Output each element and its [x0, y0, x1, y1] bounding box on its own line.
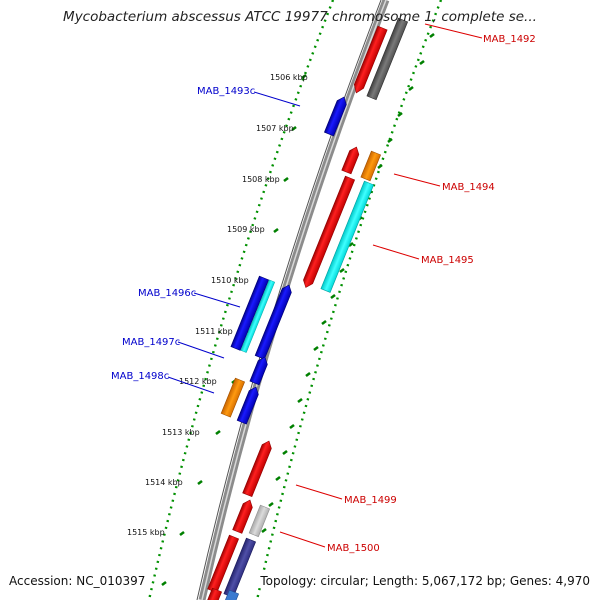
- tick-label: 1512 kbp: [179, 377, 217, 386]
- feature-mab-1494-orange[interactable]: [360, 150, 382, 182]
- backbone-inner-line: [196, 0, 382, 600]
- tick-label: 1509 kbp: [227, 225, 265, 234]
- inner-ruler-ticks: [161, 73, 307, 587]
- accession-label: Accession: NC_010397: [7, 574, 148, 588]
- gene-forward-bottom[interactable]: [204, 587, 223, 600]
- gene-label-mab-1493c[interactable]: MAB_1493c: [197, 86, 255, 97]
- gene-label-mab-1495[interactable]: MAB_1495: [421, 255, 474, 266]
- gene-label-mab-1494[interactable]: MAB_1494: [442, 182, 495, 193]
- tick-label: 1514 kbp: [145, 478, 183, 487]
- gene-mab-1496c[interactable]: [254, 283, 293, 360]
- gene-mab-1499[interactable]: [242, 439, 274, 498]
- genome-summary: Topology: circular; Length: 5,067,172 bp…: [258, 574, 592, 588]
- feature-mab-1500-lightgray[interactable]: [248, 504, 271, 538]
- tick-labels: 1506 kbp 1507 kbp 1508 kbp 1509 kbp 1510…: [127, 73, 308, 537]
- gene-mab-1497c[interactable]: [249, 355, 270, 386]
- gene-label-mab-1492[interactable]: MAB_1492: [483, 34, 536, 45]
- gene-label-mab-1498c[interactable]: MAB_1498c: [111, 371, 169, 382]
- gene-mab-1493c[interactable]: [323, 95, 348, 137]
- tick-label: 1515 kbp: [127, 528, 165, 537]
- feature-blue-bottom[interactable]: [221, 589, 240, 600]
- gene-mab-1498c[interactable]: [236, 385, 261, 425]
- tick-label: 1511 kbp: [195, 327, 233, 336]
- tick-label: 1506 kbp: [270, 73, 308, 82]
- reverse-strand-features: [220, 95, 348, 425]
- tick-label: 1513 kbp: [162, 428, 200, 437]
- feature-mab-1495-cyan[interactable]: [320, 180, 375, 293]
- forward-strand-features: [204, 17, 409, 600]
- tick-label: 1507 kbp: [256, 124, 294, 133]
- gene-label-mab-1499[interactable]: MAB_1499: [344, 495, 397, 506]
- gene-mab-1500[interactable]: [232, 498, 255, 534]
- map-title: Mycobacterium abscessus ATCC 19977 chrom…: [63, 9, 537, 25]
- gene-mab-1494[interactable]: [301, 175, 356, 289]
- tick-label: 1508 kbp: [242, 175, 280, 184]
- gene-label-mab-1496c[interactable]: MAB_1496c: [138, 288, 196, 299]
- label-leader-lines: [167, 23, 483, 548]
- feature-mab-1492-gray[interactable]: [366, 17, 409, 101]
- gene-label-mab-1500[interactable]: MAB_1500: [327, 543, 380, 554]
- gene-mab-1494-upstream[interactable]: [341, 145, 361, 175]
- gene-label-mab-1497c[interactable]: MAB_1497c: [122, 337, 180, 348]
- gene-mab-1496c-a[interactable]: [230, 275, 270, 351]
- gene-mab-1492[interactable]: [352, 25, 388, 95]
- tick-label: 1510 kbp: [211, 276, 249, 285]
- gene-labels: MAB_1492 MAB_1494 MAB_1495 MAB_1499 MAB_…: [111, 34, 536, 554]
- feature-mab-1496c-cyan[interactable]: [240, 279, 276, 353]
- feature-mab-1498c-orange[interactable]: [220, 377, 246, 418]
